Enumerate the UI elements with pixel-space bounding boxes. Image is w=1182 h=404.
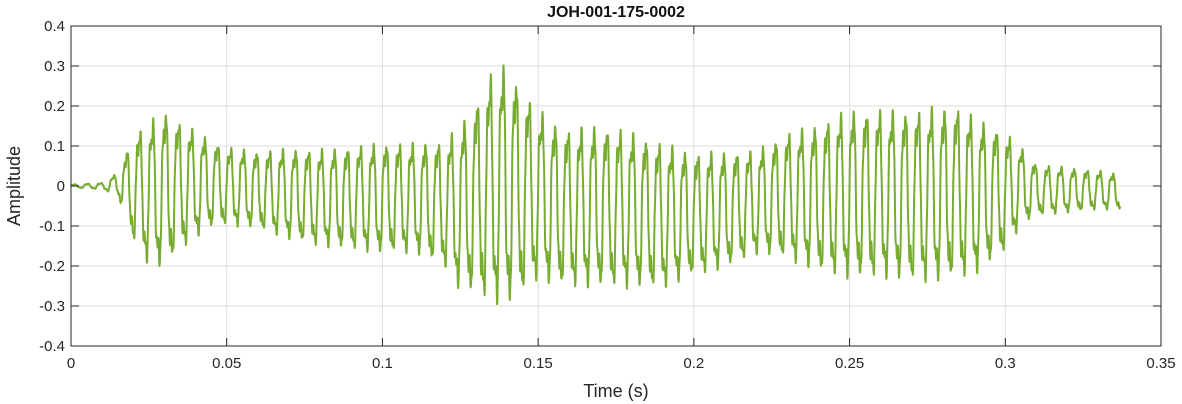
y-tick-label: 0.1 <box>44 138 65 155</box>
y-tick-label: -0.4 <box>39 338 65 355</box>
y-tick-label: 0.4 <box>44 18 65 35</box>
y-tick-label: 0 <box>57 178 65 195</box>
x-tick-labels: 0 0.05 0.1 0.15 0.2 0.25 0.3 0.35 <box>67 355 1176 372</box>
x-tick-label: 0.2 <box>683 355 704 372</box>
x-tick-label: 0.15 <box>524 355 553 372</box>
y-tick-label: -0.1 <box>39 218 65 235</box>
x-tick-label: 0.3 <box>995 355 1016 372</box>
x-tick-label: 0.1 <box>372 355 393 372</box>
x-tick-label: 0.25 <box>835 355 864 372</box>
y-tick-label: -0.2 <box>39 258 65 275</box>
chart-title: JOH-001-175-0002 <box>547 4 685 21</box>
y-axis-label: Amplitude <box>4 146 24 226</box>
x-tick-label: 0 <box>67 355 75 372</box>
y-tick-label: -0.3 <box>39 298 65 315</box>
y-tick-label: 0.3 <box>44 58 65 75</box>
x-tick-label: 0.35 <box>1146 355 1175 372</box>
series-line <box>71 64 1122 306</box>
tick-layer <box>70 25 1162 347</box>
y-tick-labels: -0.4 -0.3 -0.2 -0.1 0 0.1 0.2 0.3 0.4 <box>39 18 65 355</box>
y-tick-label: 0.2 <box>44 98 65 115</box>
x-tick-label: 0.05 <box>212 355 241 372</box>
x-axis-label: Time (s) <box>583 381 648 401</box>
